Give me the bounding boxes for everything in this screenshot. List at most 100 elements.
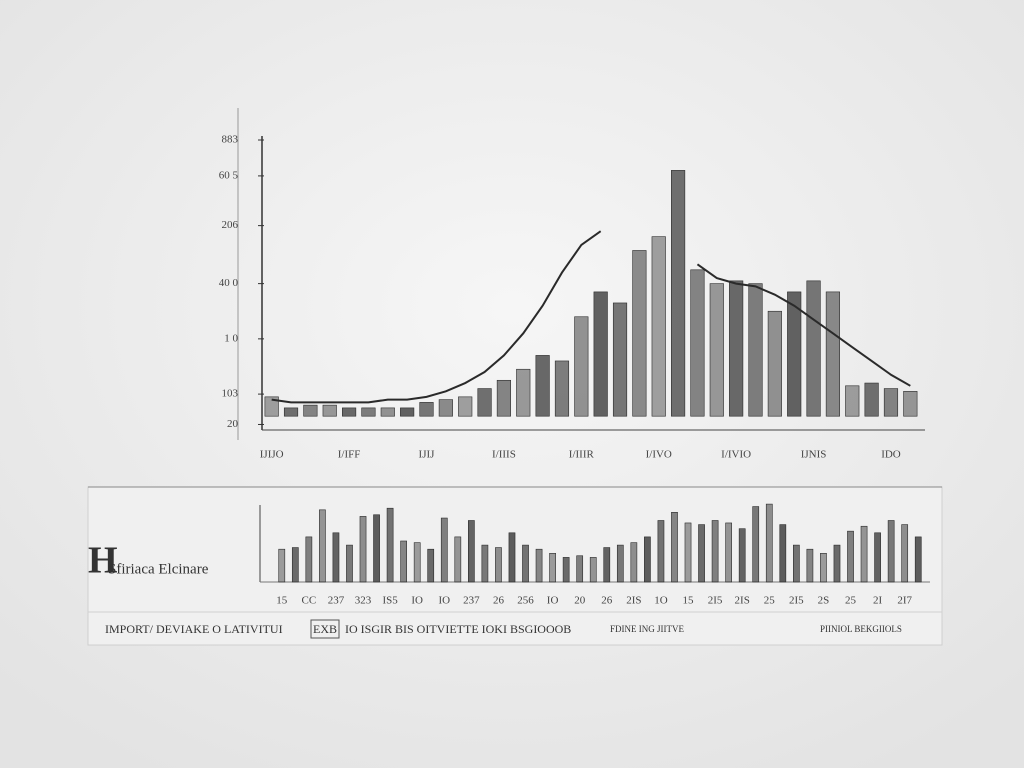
x-tick-label: 20 [574, 595, 586, 607]
x-tick-label: 237 [463, 595, 480, 607]
bar [612, 302, 628, 417]
bar [535, 548, 543, 583]
bar [748, 283, 763, 417]
bar [386, 507, 394, 583]
bar [322, 404, 337, 417]
bar [305, 536, 313, 583]
bar [833, 544, 841, 583]
legend-label: Sfiriaca Elcinare [108, 561, 209, 577]
y-tick-label: 1 0 [224, 332, 238, 344]
bar [864, 382, 879, 417]
bar [806, 280, 821, 417]
bar [630, 542, 638, 583]
x-tick-label: 2IS [626, 595, 641, 607]
x-tick-label: IO [411, 595, 423, 607]
x-tick-label: 26 [601, 595, 613, 607]
bar [373, 514, 380, 583]
bar [820, 552, 827, 583]
x-tick-label: 26 [493, 595, 505, 607]
x-tick-label: 25 [845, 595, 857, 607]
bar [779, 524, 787, 583]
y-tick-label: 40 0 [219, 277, 239, 289]
bar [657, 520, 665, 583]
bar [644, 536, 651, 583]
footer-text: FDINE ING JIITVE [610, 624, 684, 634]
x-tick-label: IJIJO [260, 449, 284, 461]
y-tick-label: 60 5 [219, 169, 239, 181]
x-tick-label: I/IVO [646, 449, 672, 461]
bar [729, 280, 744, 417]
x-tick-label: 2I5 [708, 595, 723, 607]
bar [278, 548, 286, 583]
x-tick-label: I/IIIS [492, 449, 516, 461]
bar [901, 524, 909, 583]
x-tick-label: 2S [818, 595, 830, 607]
bar [454, 536, 462, 583]
y-tick-label: 883 [222, 134, 239, 146]
bar [671, 511, 678, 583]
bar [400, 407, 415, 417]
bar [825, 291, 840, 417]
bar [516, 368, 531, 417]
bar [725, 522, 732, 583]
bar [767, 310, 782, 417]
bar [574, 316, 589, 417]
x-tick-label: I/IFF [338, 449, 361, 461]
bar [684, 522, 692, 583]
x-tick-label: 25 [764, 595, 776, 607]
x-tick-label: 15 [276, 595, 288, 607]
y-tick-label: 206 [222, 219, 239, 231]
bar [319, 509, 326, 583]
bar [698, 524, 705, 583]
bar [752, 506, 760, 583]
bar [651, 236, 666, 417]
bar [468, 520, 475, 583]
x-tick-label: IDO [881, 449, 901, 461]
x-tick-label: IS5 [382, 595, 398, 607]
y-tick-label: 103 [222, 388, 239, 400]
bar [332, 532, 340, 583]
bar [793, 544, 800, 583]
bar [603, 547, 611, 583]
footer-text: IO ISGIR BIS OITVIETTE IOKI BSGIOOOB [345, 622, 571, 636]
bar [711, 520, 719, 583]
bar [806, 548, 814, 583]
bar [522, 544, 529, 583]
bar [847, 530, 854, 583]
bar [903, 391, 918, 417]
bar [576, 555, 584, 583]
bar [419, 402, 434, 417]
legend-icon: H [88, 540, 118, 582]
bar [535, 355, 550, 417]
x-tick-label: 237 [328, 595, 345, 607]
bar [400, 540, 407, 583]
bar [690, 269, 705, 417]
x-tick-label: IO [438, 595, 450, 607]
bar [413, 542, 421, 583]
x-tick-label: IJIJ [419, 449, 436, 461]
x-tick-label: 2I7 [897, 595, 912, 607]
x-tick-label: 256 [517, 595, 534, 607]
x-tick-label: 1O [654, 595, 668, 607]
bar [427, 548, 435, 583]
bar [458, 396, 473, 417]
x-tick-label: 2IS [735, 595, 750, 607]
bar [342, 407, 357, 417]
x-tick-label: 2I5 [789, 595, 804, 607]
bar [495, 547, 502, 583]
footer-text: PIINIOL BEKGIIOLS [820, 624, 902, 634]
bar [787, 291, 802, 417]
x-tick-label: I/IVIO [721, 449, 751, 461]
bar [346, 544, 353, 583]
bar [438, 399, 453, 417]
x-tick-label: IO [547, 595, 559, 607]
bar [496, 379, 511, 417]
bar [589, 557, 597, 583]
footer-text: IMPORT/ DEVIAKE O LATIVITUI [105, 622, 283, 636]
bar [477, 388, 492, 417]
bar [359, 516, 367, 583]
bar [283, 407, 299, 417]
bar [361, 407, 376, 417]
bar [709, 283, 724, 417]
bar [291, 547, 299, 583]
